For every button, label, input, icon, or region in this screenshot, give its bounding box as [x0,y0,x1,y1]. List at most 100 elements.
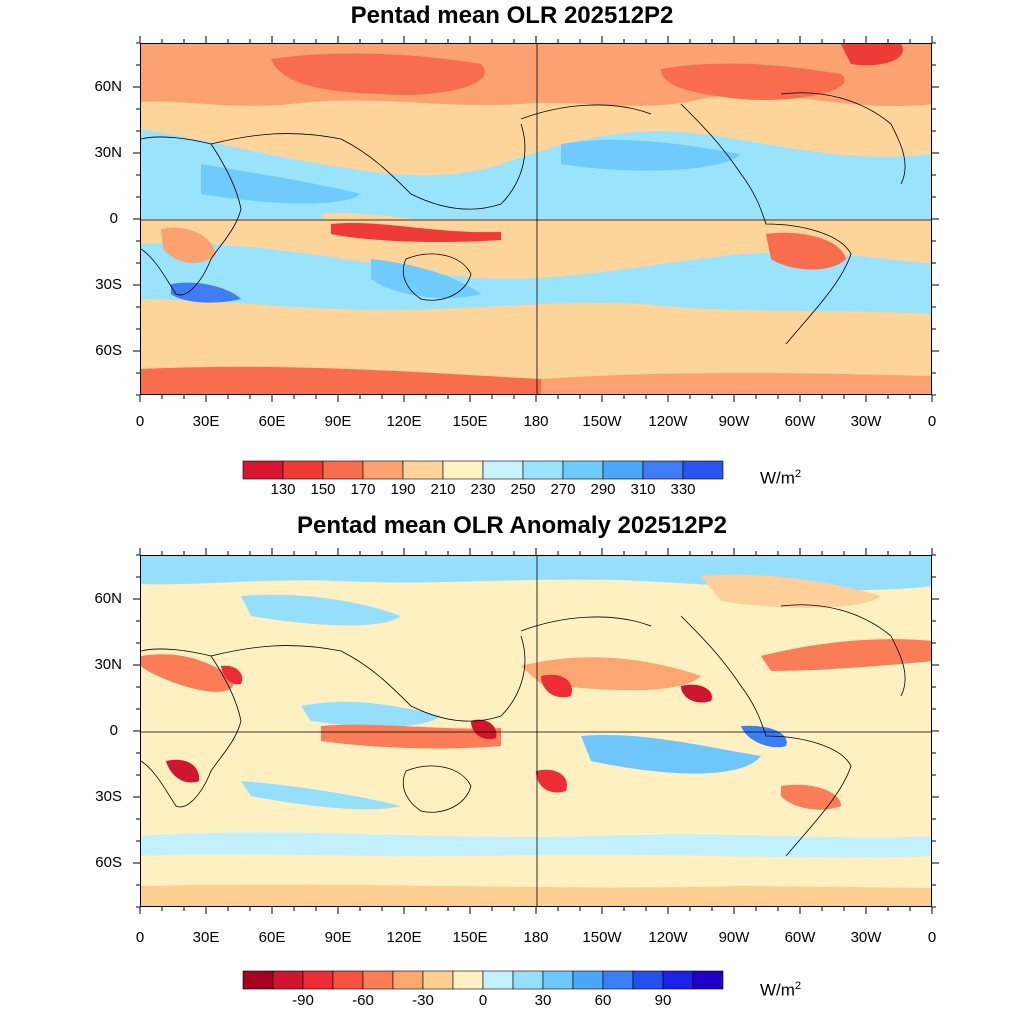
lat-label: 60N [94,78,122,95]
unit-text: W/m [760,980,795,1000]
colorbar-swatch [282,460,324,480]
lat-label: 30N [94,656,122,673]
olr-map [141,44,931,394]
anom-pacific-positive [581,735,761,774]
lon-label: 0 [135,929,145,946]
colorbar-swatch [522,460,564,480]
lon-label: 60W [784,929,816,946]
colorbar-tick-label: 310 [630,481,656,498]
olr-npac-clear [561,139,741,171]
colorbar-tick-label: 270 [550,481,576,498]
lon-label: 120W [648,413,688,430]
colorbar-tick-label: 170 [350,481,376,498]
colorbar-swatch [482,970,514,990]
lon-label: 180 [523,413,549,430]
colorbar-swatch [302,970,334,990]
anom-south-africa-core [166,759,200,783]
lon-label: 60E [258,929,286,946]
olr-maritime-continent-convection [331,222,501,242]
colorbar-swatch [692,970,724,990]
anom-south-pacific-core [536,769,567,793]
colorbar-tick-label: 30 [534,992,552,1009]
olr-map-panel [140,43,932,395]
colorbar-swatch [602,460,644,480]
anom-southern-ocean-positive [141,832,931,858]
olr-sahara-clear [201,164,361,204]
colorbar-swatch [392,970,424,990]
anom-north-atlantic-negative [761,639,931,671]
lon-label: 30W [850,413,882,430]
colorbar-tick-label: -60 [352,992,374,1009]
colorbar-tick-label: -90 [292,992,314,1009]
lat-label: 60S [95,342,122,359]
colorbar-swatch [512,970,544,990]
colorbar-tick-label: 190 [390,481,416,498]
colorbar-swatch [362,970,394,990]
colorbar-tick-label: -30 [412,992,434,1009]
colorbar-swatch [272,970,304,990]
olr-anomaly-colorbar [242,970,724,990]
lon-label: 120E [386,413,422,430]
coastlines [141,604,906,857]
lon-label: 60E [258,413,286,430]
lat-label: 30N [94,144,122,161]
olr-indian-ocean-clear [371,259,481,299]
colorbar-swatch [442,460,484,480]
anom-amazon-positive [741,725,787,748]
lon-label: 30E [192,413,220,430]
lat-label: 60S [95,854,122,871]
colorbar-tick-label: 230 [470,481,496,498]
olr-anomaly-colorbar-unit: W/m2 [760,980,801,1001]
lon-label: 90W [718,929,750,946]
anom-antarctica-negative [141,884,931,906]
lon-label: 60W [784,413,816,430]
colorbar-swatch [242,460,284,480]
anom-indian-ocean-positive [301,701,441,727]
anom-canada-negative [701,574,881,608]
lat-label: 30S [95,788,122,805]
olr-antarctica-low [141,366,541,394]
olr-greenland-low [841,44,903,66]
olr-anomaly-map [141,556,931,906]
colorbar-swatch [362,460,404,480]
olr-arctic-low [661,63,845,100]
lon-label: 150W [582,929,622,946]
lon-label: 0 [135,413,145,430]
lon-label: 120W [648,929,688,946]
colorbar-swatch [642,460,684,480]
lon-label: 180 [523,929,549,946]
olr-subtropics-south [141,243,931,314]
olr-africa-convection [161,227,216,264]
anom-maritime-negative [321,724,501,749]
colorbar-tick-label: 150 [310,481,336,498]
lat-label: 0 [109,722,118,739]
lat-label: 0 [109,210,118,227]
map-title-olr: Pentad mean OLR 202512P2 [350,2,674,29]
colorbar-swatch [452,970,484,990]
colorbar-tick-label: 90 [654,992,672,1009]
colorbar-swatch [682,460,724,480]
olr-colorbar [242,460,724,480]
lon-label: 90E [324,929,352,946]
lon-label: 150E [452,929,488,946]
anom-east-pacific-core [681,684,712,703]
lon-label: 120E [386,929,422,946]
colorbar-swatch [662,970,694,990]
lon-label: 150E [452,413,488,430]
olr-colorbar-unit: W/m2 [760,468,801,489]
colorbar-swatch [322,460,364,480]
colorbar-swatch [632,970,664,990]
anom-middle-east-core [221,665,243,685]
lon-label: 0 [927,413,937,430]
colorbar-tick-label: 130 [270,481,296,498]
coastlines [141,92,906,345]
anom-south-america-negative [781,784,841,810]
olr-south-africa-clear [171,282,241,303]
unit-text: W/m [760,468,795,488]
lon-label: 30W [850,929,882,946]
colorbar-swatch [542,970,574,990]
colorbar-swatch [572,970,604,990]
olr-anomaly-map-panel [140,555,932,907]
lon-label: 90W [718,413,750,430]
olr-antarctica-east [541,372,931,394]
